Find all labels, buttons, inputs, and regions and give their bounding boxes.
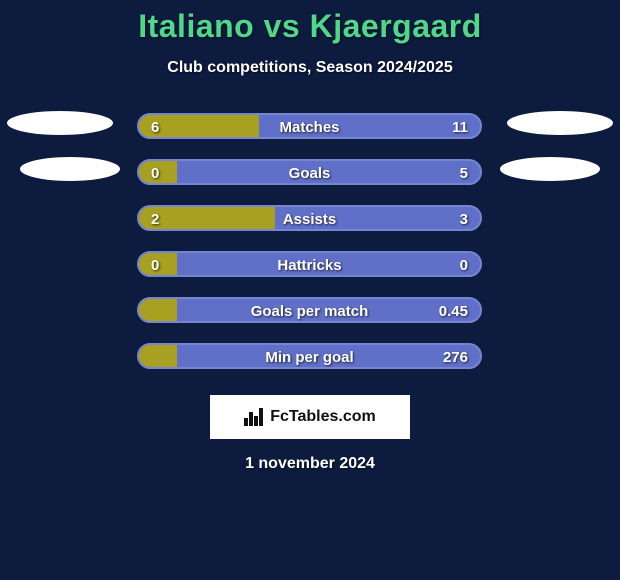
footer-date: 1 november 2024 (0, 455, 620, 473)
stat-label: Goals per match (139, 299, 480, 323)
stat-bar: 2Assists3 (137, 205, 482, 231)
stat-label: Min per goal (139, 345, 480, 369)
stat-value-right: 5 (460, 161, 468, 185)
brand-badge: FcTables.com (210, 395, 410, 439)
page-title: Italiano vs Kjaergaard (0, 0, 620, 45)
stat-value-right: 0 (460, 253, 468, 277)
stat-value-right: 3 (460, 207, 468, 231)
stat-label: Hattricks (139, 253, 480, 277)
player-ellipse-right (507, 111, 613, 135)
player-ellipse-right (500, 157, 600, 181)
stat-label: Goals (139, 161, 480, 185)
stat-bar: 6Matches11 (137, 113, 482, 139)
stat-row: 2Assists3 (0, 197, 620, 243)
player-ellipse-left (7, 111, 113, 135)
stat-bar: Goals per match0.45 (137, 297, 482, 323)
subtitle: Club competitions, Season 2024/2025 (0, 59, 620, 77)
title-player1: Italiano (138, 8, 254, 44)
brand-text: FcTables.com (270, 408, 376, 426)
stat-label: Assists (139, 207, 480, 231)
stats-rows: 6Matches110Goals52Assists30Hattricks0Goa… (0, 105, 620, 381)
stat-value-right: 276 (443, 345, 468, 369)
comparison-infographic: Italiano vs Kjaergaard Club competitions… (0, 0, 620, 580)
title-player2: Kjaergaard (310, 8, 482, 44)
title-vs: vs (254, 8, 309, 44)
bar-chart-icon (244, 408, 264, 426)
stat-row: 0Goals5 (0, 151, 620, 197)
stat-bar: 0Goals5 (137, 159, 482, 185)
player-ellipse-left (20, 157, 120, 181)
stat-row: Goals per match0.45 (0, 289, 620, 335)
stat-row: 6Matches11 (0, 105, 620, 151)
stat-row: 0Hattricks0 (0, 243, 620, 289)
stat-value-right: 0.45 (439, 299, 468, 323)
stat-bar: Min per goal276 (137, 343, 482, 369)
stat-label: Matches (139, 115, 480, 139)
stat-bar: 0Hattricks0 (137, 251, 482, 277)
stat-row: Min per goal276 (0, 335, 620, 381)
stat-value-right: 11 (452, 115, 468, 139)
